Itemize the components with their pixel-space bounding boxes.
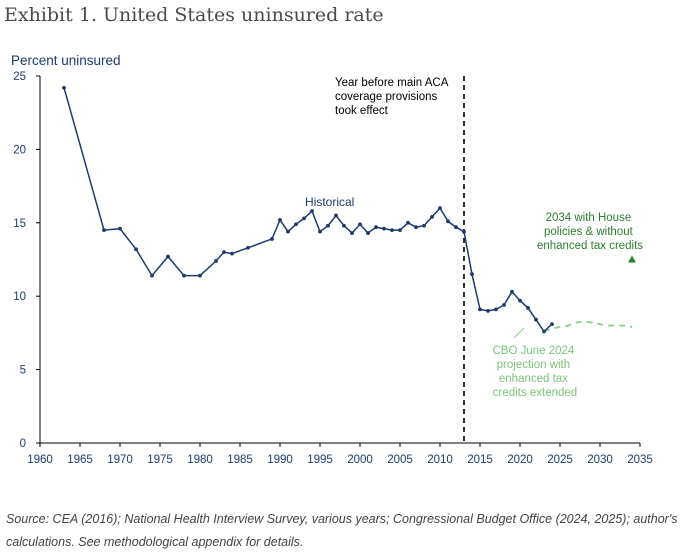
cbo-annotation: CBO June 2024 projection with enhanced t… xyxy=(492,345,577,399)
cbo-annotation-line-4: credits extended xyxy=(493,387,577,399)
x-axis-ticks: 1960 1965 1970 1975 1980 1985 1990 1995 2000 2005… xyxy=(27,443,653,466)
historical-point xyxy=(334,213,338,218)
aca-annotation-line-1: Year before main ACA xyxy=(335,77,449,89)
historical-line xyxy=(63,87,553,333)
y-tick-label: 0 xyxy=(20,438,26,450)
house-policy-marker-group xyxy=(628,255,636,263)
historical-point xyxy=(438,206,442,211)
historical-point xyxy=(518,298,522,303)
historical-point xyxy=(270,237,274,241)
historical-point xyxy=(446,219,450,224)
cbo-annotation-line-3: enhanced tax xyxy=(499,373,568,385)
cbo-annotation-line-1: CBO June 2024 xyxy=(492,345,574,357)
page-title: Exhibit 1. United States uninsured rate xyxy=(4,4,384,26)
historical-point xyxy=(286,229,290,234)
x-tick-label: 1970 xyxy=(107,454,133,466)
house-policy-marker xyxy=(628,255,636,263)
historical-point xyxy=(542,329,546,334)
y-tick-label: 5 xyxy=(20,365,26,377)
historical-point xyxy=(118,226,122,231)
x-tick-label: 2030 xyxy=(587,454,613,466)
house-annotation-line-2: policies & without xyxy=(544,226,634,238)
house-annotation-line-1: 2034 with House xyxy=(546,212,632,224)
house-policy-annotation: 2034 with House policies & without enhan… xyxy=(537,212,643,252)
historical-point xyxy=(406,220,410,225)
historical-point xyxy=(102,228,106,233)
y-tick-label: 20 xyxy=(13,144,26,156)
house-annotation-line-3: enhanced tax credits xyxy=(537,240,643,252)
historical-point xyxy=(454,225,458,230)
cbo-annotation-line-2: projection with xyxy=(497,359,571,371)
historical-label: Historical xyxy=(305,195,354,209)
historical-point xyxy=(462,229,466,234)
historical-point xyxy=(502,303,506,307)
historical-point xyxy=(414,225,418,230)
historical-point xyxy=(166,254,170,259)
historical-point xyxy=(318,229,322,234)
historical-point xyxy=(486,308,490,313)
historical-point xyxy=(150,273,154,278)
y-axis-label: Percent uninsured xyxy=(11,53,121,68)
x-tick-label: 2020 xyxy=(507,454,533,466)
historical-point xyxy=(510,289,514,294)
x-tick-label: 2010 xyxy=(427,454,453,466)
historical-point xyxy=(550,322,554,326)
cbo-annotation-pointer xyxy=(513,327,525,339)
historical-point xyxy=(422,223,426,228)
cbo-projection-line xyxy=(543,320,633,333)
historical-point xyxy=(310,209,314,213)
historical-point xyxy=(494,307,498,312)
y-tick-label: 15 xyxy=(13,218,26,230)
historical-point xyxy=(430,215,434,219)
aca-annotation: Year before main ACA coverage provisions… xyxy=(335,77,451,117)
y-axis-ticks: 0 5 10 15 20 25 xyxy=(13,71,40,450)
source-note: Source: CEA (2016); National Health Inte… xyxy=(6,512,678,549)
x-tick-label: 1975 xyxy=(147,454,173,466)
historical-point xyxy=(526,306,530,310)
x-tick-label: 1995 xyxy=(307,454,333,466)
x-tick-label: 1990 xyxy=(267,454,293,466)
historical-point xyxy=(182,273,186,278)
historical-point xyxy=(390,228,394,233)
x-tick-label: 2000 xyxy=(347,454,373,466)
historical-point xyxy=(534,317,538,322)
historical-point xyxy=(382,226,386,231)
historical-point xyxy=(366,231,370,235)
aca-annotation-line-3: took effect xyxy=(335,105,389,117)
x-tick-label: 1965 xyxy=(67,454,93,466)
historical-point xyxy=(198,273,202,278)
historical-point xyxy=(278,217,282,222)
historical-point xyxy=(398,228,402,233)
y-tick-label: 10 xyxy=(13,291,26,303)
historical-point xyxy=(222,250,226,255)
historical-point xyxy=(62,85,66,90)
historical-point xyxy=(214,259,218,263)
historical-point xyxy=(470,272,474,277)
historical-point xyxy=(302,216,306,221)
historical-point xyxy=(246,245,250,250)
historical-point xyxy=(230,251,234,256)
x-tick-label: 2035 xyxy=(627,454,653,466)
historical-point xyxy=(342,223,346,228)
historical-markers xyxy=(62,85,554,334)
historical-point xyxy=(350,231,354,235)
x-tick-label: 2015 xyxy=(467,454,493,466)
historical-point xyxy=(478,307,482,312)
x-tick-label: 1980 xyxy=(187,454,213,466)
historical-point xyxy=(294,222,298,227)
x-tick-label: 2025 xyxy=(547,454,573,466)
aca-annotation-line-2: coverage provisions xyxy=(335,91,438,103)
x-tick-label: 1985 xyxy=(227,454,253,466)
x-tick-label: 2005 xyxy=(387,454,413,466)
y-tick-label: 25 xyxy=(13,71,26,83)
historical-point xyxy=(326,223,330,228)
x-tick-label: 1960 xyxy=(27,454,53,466)
historical-point xyxy=(134,247,138,252)
historical-point xyxy=(358,222,362,227)
historical-point xyxy=(374,225,378,230)
